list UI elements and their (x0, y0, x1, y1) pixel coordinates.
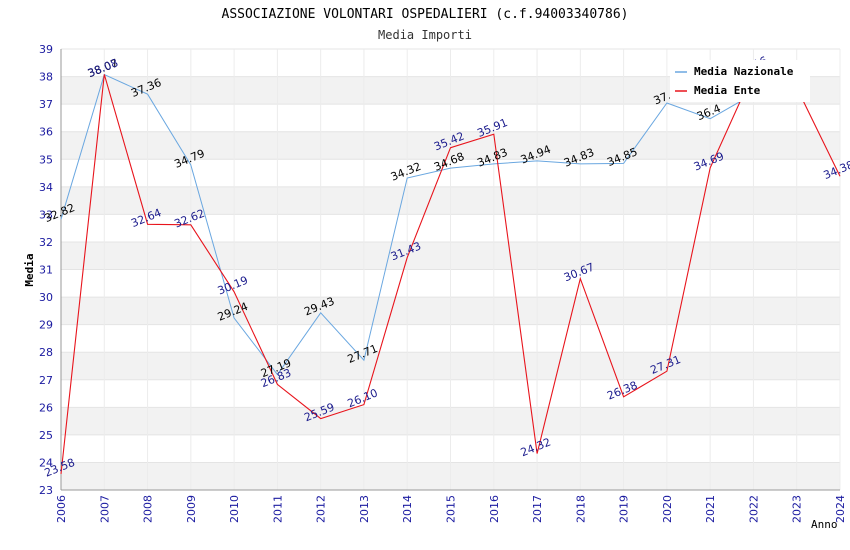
y-tick-label: 29 (39, 319, 53, 332)
y-tick-label: 23 (39, 484, 53, 497)
legend: Media Nazionale Media Ente (670, 60, 810, 102)
y-axis-label: Media (23, 253, 36, 286)
y-tick-label: 31 (39, 264, 53, 277)
y-tick-label: 38 (39, 71, 53, 84)
y-tick-label: 33 (39, 208, 53, 221)
y-axis: 23 24 25 26 27 28 29 30 31 32 33 34 35 36 37 38 39 (39, 43, 62, 497)
y-tick-label: 30 (39, 291, 53, 304)
x-tick-label: 2014 (401, 495, 414, 523)
x-tick-label: 2017 (531, 495, 544, 523)
series-line-media-ente (60, 71, 841, 475)
x-tick-label: 2006 (55, 495, 68, 523)
y-tick-label: 35 (39, 153, 53, 166)
x-tick-label: 2009 (185, 495, 198, 523)
x-tick-label: 2023 (791, 495, 804, 523)
y-tick-label: 34 (39, 181, 53, 194)
x-tick-label: 2016 (488, 495, 501, 523)
x-tick-label: 2018 (574, 495, 587, 523)
y-tick-label: 37 (39, 98, 53, 111)
legend-label-media-nazionale: Media Nazionale (694, 65, 794, 78)
x-axis-label: Anno (811, 518, 838, 531)
y-tick-label: 24 (39, 456, 53, 469)
y-tick-label: 26 (39, 401, 53, 414)
chart-subtitle: Media Importi (378, 28, 472, 42)
series-line-media-nazionale (60, 73, 754, 376)
chart-title: ASSOCIAZIONE VOLONTARI OSPEDALIERI (c.f.… (222, 7, 629, 22)
y-tick-label: 36 (39, 126, 53, 139)
legend-label-media-ente: Media Ente (694, 84, 761, 97)
x-axis: 2006 2007 2008 2009 2010 2011 2012 2013 2014 2015… (55, 489, 847, 523)
x-tick-label: 2019 (618, 495, 631, 523)
x-tick-label: 2015 (445, 495, 458, 523)
plot-background-bands (60, 48, 841, 491)
x-tick-label: 2013 (358, 495, 371, 523)
y-tick-label: 25 (39, 429, 53, 442)
y-tick-label: 32 (39, 236, 53, 249)
series-lines (60, 71, 841, 475)
y-tick-label: 27 (39, 374, 53, 387)
x-tick-label: 2008 (142, 495, 155, 523)
x-tick-label: 2012 (315, 495, 328, 523)
x-tick-label: 2007 (98, 495, 111, 523)
x-tick-label: 2022 (747, 495, 760, 523)
legend-box (670, 60, 810, 102)
x-tick-label: 2021 (704, 495, 717, 523)
x-tick-label: 2020 (661, 495, 674, 523)
y-tick-label: 28 (39, 346, 53, 359)
y-tick-label: 39 (39, 43, 53, 56)
x-tick-label: 2024 (834, 495, 847, 523)
x-tick-label: 2010 (228, 495, 241, 523)
x-tick-label: 2011 (271, 495, 284, 523)
